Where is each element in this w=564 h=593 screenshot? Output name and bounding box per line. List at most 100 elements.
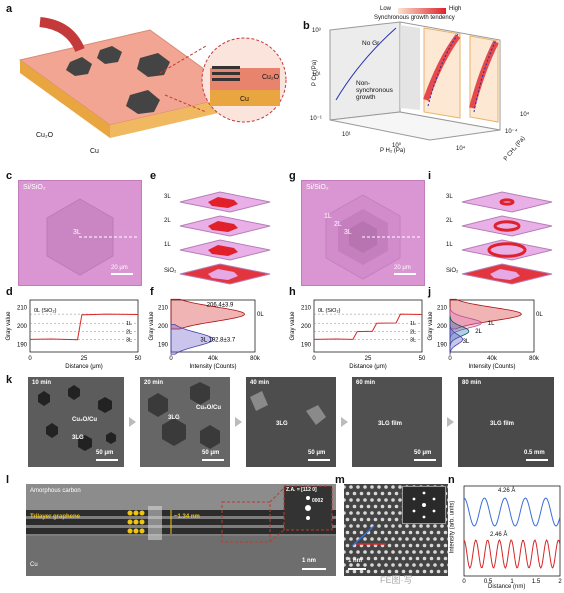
lattice-dot: [440, 537, 444, 541]
lattice-dot: [380, 569, 385, 574]
ylabel: Gray value: [6, 311, 12, 341]
lattice-dot: [359, 517, 364, 522]
lattice-dot: [352, 569, 357, 574]
panel-label-l: l: [6, 474, 10, 486]
lattice-dot: [436, 543, 441, 548]
spacing-label: ~1.34 nm: [174, 514, 200, 520]
lattice-dot: [349, 537, 353, 541]
peak-3: [449, 324, 464, 355]
sem-10min-flakes: [38, 385, 116, 451]
tendency-colorbar: [398, 8, 446, 14]
n-ylabel: Intensity (arb. units): [449, 500, 456, 554]
annot-3L: 3L: [410, 337, 416, 343]
ytick-200: 200: [158, 324, 169, 330]
lattice-dot: [363, 524, 367, 528]
lattice-dot: [433, 563, 437, 567]
stack-plane-1: [461, 215, 553, 237]
lattice-dot: [447, 511, 448, 515]
lattice-dot: [415, 543, 420, 548]
sem-80min-scale: 0.5 mm: [524, 450, 545, 456]
zone-axis-label: Z.A. = [11̅2 0]: [286, 487, 317, 493]
lattice-dot: [433, 550, 437, 554]
lattice-dot: [352, 530, 357, 535]
lattice-dot: [443, 569, 448, 574]
panel-d-profile-chart: 190 200 210 0 25 50 0L (SiO₂) 1L 2L 3L Distance (μ…: [0, 292, 145, 372]
ytick-210: 210: [17, 305, 28, 311]
lattice-dot: [370, 511, 374, 515]
lattice-dot: [370, 563, 374, 567]
lattice-dot: [366, 517, 371, 522]
lattice-dot: [366, 556, 371, 561]
lattice-dot: [370, 485, 374, 489]
lattice-dot: [344, 524, 346, 528]
panel-a-schematic: Cu₂O Cu Cu₂O Cu: [0, 0, 300, 170]
lattice-dot: [373, 530, 378, 535]
lattice-dot: [349, 563, 353, 567]
panel-j-svg: 190 200 210 0 40k 80k Intensity (Counts) Gray v…: [428, 298, 543, 370]
tick-ph2-1: 10⁰: [392, 143, 402, 149]
panel-i-layer-stack: 3L 2L 1L SiO₂: [432, 180, 564, 285]
xtick-25: 25: [365, 356, 372, 362]
panel-n-line-profiles: 0 0.5 1 1.5 2 Intensity (arb. units) 4.26 Å …: [449, 484, 564, 592]
cu-tem-label: Cu: [30, 562, 38, 568]
lattice-dot: [412, 537, 416, 541]
xtick-40k: 40k: [487, 356, 498, 362]
lattice-dot: [436, 569, 441, 574]
profile-line: [29, 313, 139, 341]
lattice-dot: [419, 563, 423, 567]
tick-ph2-2: 10⁴: [456, 146, 466, 152]
lattice-dot: [345, 569, 350, 574]
annot-0L: 0L (SiO₂): [318, 308, 341, 314]
j-label-2L: 2L: [475, 329, 482, 335]
lattice-dot: [356, 563, 360, 567]
lattice-dot: [359, 530, 364, 535]
lattice-dot: [412, 563, 416, 567]
panel-g-svg: [325, 194, 420, 280]
stack-e-label-2: 1L: [164, 242, 171, 248]
sem-80min-scalebar: [526, 459, 548, 461]
lattice-dot: [401, 556, 406, 561]
panel-label-n: n: [448, 474, 455, 486]
lattice-dot: [422, 530, 427, 535]
lattice-dot: [419, 537, 423, 541]
sem-60min-scalebar: [414, 459, 436, 461]
panel-e-layer-stack: 3L 2L 1L SiO₂: [150, 180, 282, 285]
ylabel: Gray value: [428, 311, 434, 341]
annot-1L: 1L: [126, 321, 132, 327]
lattice-dot: [429, 556, 434, 561]
sem-20min-time: 20 min: [144, 380, 164, 386]
layer-label-g-2L: 2L: [334, 221, 342, 228]
lattice-dot: [391, 550, 395, 554]
lattice-dot: [405, 550, 409, 554]
arrow-k-4: [447, 417, 454, 427]
trilayer-label: Trilayer graphene: [30, 514, 81, 520]
cu-label: Cu: [90, 148, 99, 155]
panel-l-tem: Amorphous carbon Trilayer graphene ~1.34…: [26, 484, 336, 576]
xlabel: Distance (μm): [65, 364, 102, 370]
n-xtick-1.5: 1.5: [532, 579, 541, 585]
lattice-dot: [398, 485, 402, 489]
lattice-dot: [349, 524, 353, 528]
lattice-dot: [394, 556, 399, 561]
panel-h-profile-chart: 190 200 210 0 25 50 0L (SiO₂) 1L 2L 3L Distance (μ…: [284, 292, 429, 372]
lattice-dot: [422, 556, 427, 561]
lattice-dot: [408, 543, 413, 548]
peak-0L-label: 0L: [257, 312, 264, 318]
sem-frame-20min: 20 min Cu₂O/Cu 3LG 50 μm: [140, 377, 230, 467]
n-frame: [463, 485, 561, 577]
lattice-dot: [356, 550, 360, 554]
scalebar-c: [111, 273, 133, 275]
lattice-dot: [384, 524, 388, 528]
stack-hole: [208, 269, 238, 280]
arrow-k-1: [129, 417, 136, 427]
lattice-dot: [408, 569, 413, 574]
lattice-dot: [344, 550, 346, 554]
n-blue-trace: [463, 497, 561, 527]
sem-frame-80min: 80 min 3LG film 0.5 mm: [458, 377, 554, 467]
tick-pcu-1: 10¹: [312, 72, 321, 78]
stack-i-label-3: SiO₂: [446, 268, 459, 274]
legend-caption: Synchronous growth tendency: [374, 15, 455, 21]
n-xtick-1: 1: [510, 579, 514, 585]
region-nonsync: Non-synchronous growth: [356, 80, 393, 101]
tick-pch4-0: 10⁻⁴: [505, 129, 518, 135]
